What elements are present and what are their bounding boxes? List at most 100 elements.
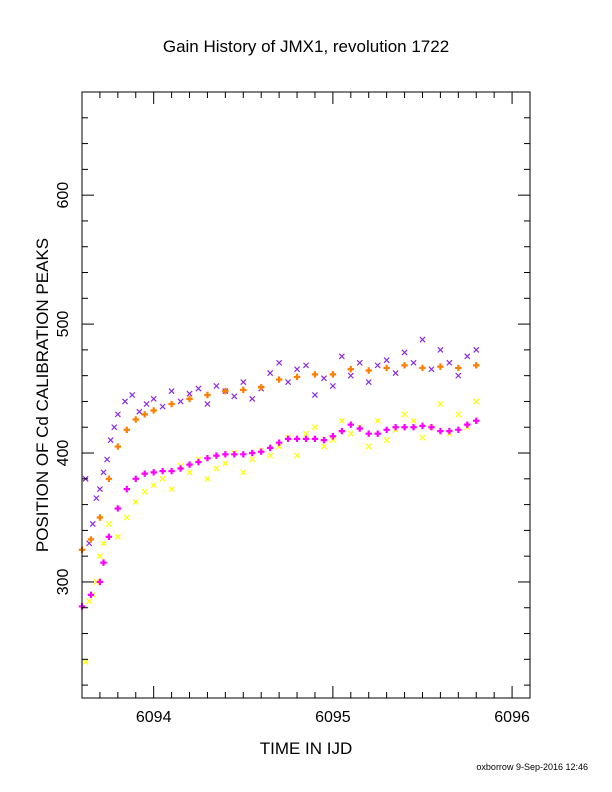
data-point (383, 426, 390, 434)
x-tick-label: 6095 (315, 709, 351, 726)
data-point (356, 425, 363, 432)
data-point (383, 357, 390, 364)
data-point (186, 469, 193, 476)
data-point (284, 435, 292, 443)
data-point (222, 387, 229, 395)
data-point (121, 398, 129, 405)
data-point (111, 424, 118, 431)
data-point (294, 452, 301, 459)
data-point (293, 373, 301, 381)
data-point (132, 475, 139, 483)
data-point (141, 470, 148, 477)
data-point (114, 411, 121, 418)
data-point (464, 353, 471, 360)
data-point (231, 451, 238, 458)
data-point (428, 366, 435, 373)
data-point (365, 443, 372, 450)
data-point (329, 437, 336, 444)
footer-stamp: oxborrow 9-Sep-2016 12:46 (476, 762, 588, 772)
data-point (213, 452, 220, 459)
chart-title: Gain History of JMX1, revolution 1722 (163, 37, 449, 56)
data-point (275, 376, 283, 383)
data-point (392, 370, 399, 377)
data-point (186, 390, 193, 397)
data-point (329, 433, 337, 440)
data-point (392, 424, 399, 431)
data-point (410, 359, 417, 366)
data-point (302, 362, 310, 369)
data-point (105, 520, 112, 527)
x-tick-label: 6094 (136, 709, 172, 726)
data-point (338, 353, 345, 360)
data-point (365, 379, 372, 386)
data-point (150, 407, 157, 414)
data-point (249, 456, 256, 463)
y-axis-title: POSITION OF Cd CALIBRATION PEAKS (33, 238, 52, 552)
data-point (267, 452, 274, 459)
data-point (347, 430, 354, 437)
data-point (195, 458, 202, 466)
data-point (347, 372, 354, 379)
data-point (347, 421, 354, 428)
data-point (446, 427, 453, 435)
data-point (177, 398, 184, 405)
data-point (86, 598, 93, 605)
data-point (276, 443, 283, 450)
data-point (401, 362, 408, 369)
y-tick-label: 300 (55, 569, 72, 596)
data-point (302, 435, 310, 443)
data-point (258, 384, 265, 391)
data-point (419, 336, 426, 343)
data-point (107, 437, 114, 444)
data-point (455, 372, 462, 379)
data-point (419, 422, 426, 430)
data-point (455, 364, 462, 372)
data-point (159, 475, 166, 482)
data-point (365, 430, 372, 437)
data-point (311, 391, 318, 399)
data-point (150, 482, 157, 489)
x-axis-title: TIME IN IJD (260, 739, 353, 758)
data-point (338, 417, 345, 424)
data-point (123, 485, 130, 493)
data-point (186, 461, 193, 468)
data-point (136, 408, 143, 415)
data-point (320, 375, 327, 382)
data-point (150, 469, 157, 476)
data-point (204, 391, 211, 399)
data-point (473, 346, 480, 353)
data-point (401, 411, 408, 418)
data-point (276, 359, 283, 366)
data-point (240, 469, 247, 476)
data-point (204, 475, 211, 482)
data-point (168, 467, 175, 475)
data-point (96, 553, 103, 560)
y-tick-label: 400 (55, 440, 72, 467)
data-point (168, 388, 175, 395)
data-point (143, 401, 150, 408)
data-point (100, 469, 107, 476)
data-point (204, 454, 211, 462)
data-point (96, 514, 104, 521)
data-point (356, 359, 363, 366)
data-point (419, 364, 426, 372)
data-point (374, 430, 381, 437)
data-point (320, 443, 327, 450)
data-point (374, 417, 381, 424)
data-point (213, 465, 220, 472)
data-point (177, 465, 184, 472)
data-point (464, 421, 471, 428)
data-point (168, 400, 175, 408)
data-point (473, 417, 480, 424)
data-point (311, 435, 319, 443)
data-point (437, 401, 444, 408)
data-point (222, 451, 229, 458)
data-point (114, 505, 122, 512)
data-point (93, 495, 100, 502)
data-point (311, 371, 319, 378)
series-1 (78, 362, 480, 553)
data-point (383, 364, 390, 372)
data-point (96, 578, 104, 586)
data-point (159, 467, 166, 475)
